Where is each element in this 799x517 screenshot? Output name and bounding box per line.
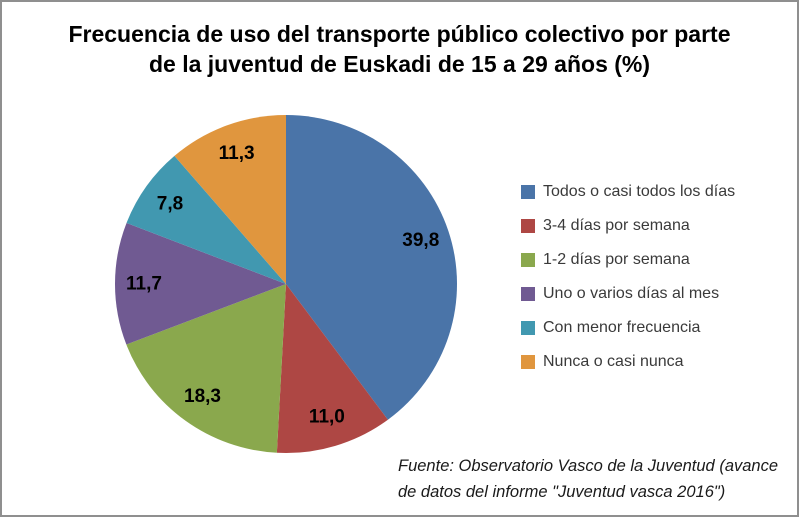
legend-label: Con menor frecuencia — [543, 319, 701, 336]
legend-item-3-4-dias: 3-4 días por semana — [521, 217, 735, 234]
pie-slice-value-0: 39,8 — [402, 230, 439, 251]
legend-label: Todos o casi todos los días — [543, 183, 736, 200]
legend-swatch-icon — [521, 185, 535, 199]
legend-item-1-2-dias: 1-2 días por semana — [521, 251, 735, 268]
legend-item-nunca: Nunca o casi nunca — [521, 353, 735, 370]
legend-swatch-icon — [521, 321, 535, 335]
pie-slice-3 — [114, 222, 286, 345]
pie-slice-4 — [126, 155, 286, 284]
pie-slice-1 — [276, 284, 388, 454]
pie-slice-value-3: 11,7 — [126, 273, 162, 294]
legend: Todos o casi todos los días 3-4 días por… — [521, 183, 736, 389]
pie-slice-2 — [126, 284, 286, 453]
legend-swatch-icon — [521, 355, 535, 369]
legend-label: 1-2 días por semana — [543, 251, 690, 268]
legend-swatch-icon — [521, 287, 535, 301]
legend-label: Uno o varios días al mes — [543, 285, 720, 302]
pie-chart: 39,8 11,0 18,3 11,7 7,8 11,3 — [114, 115, 458, 454]
pie-slice-value-2: 18,3 — [184, 386, 221, 407]
chart-title: Frecuencia de uso del transporte público… — [68, 21, 731, 77]
pie-slice-0 — [286, 115, 458, 420]
legend-item-menor-frecuencia: Con menor frecuencia — [521, 319, 735, 336]
legend-swatch-icon — [521, 253, 535, 267]
pie-slice-value-4: 7,8 — [157, 193, 183, 214]
pie-slice-5 — [174, 115, 286, 284]
pie-slice-value-1: 11,0 — [309, 407, 345, 428]
legend-label: Nunca o casi nunca — [543, 353, 684, 370]
legend-item-todos: Todos o casi todos los días — [521, 183, 736, 200]
source-note: Fuente: Observatorio Vasco de la Juventu… — [398, 457, 779, 501]
legend-item-dias-al-mes: Uno o varios días al mes — [521, 285, 735, 302]
legend-label: 3-4 días por semana — [543, 217, 690, 234]
legend-swatch-icon — [521, 219, 535, 233]
pie-slice-value-5: 11,3 — [219, 143, 255, 164]
